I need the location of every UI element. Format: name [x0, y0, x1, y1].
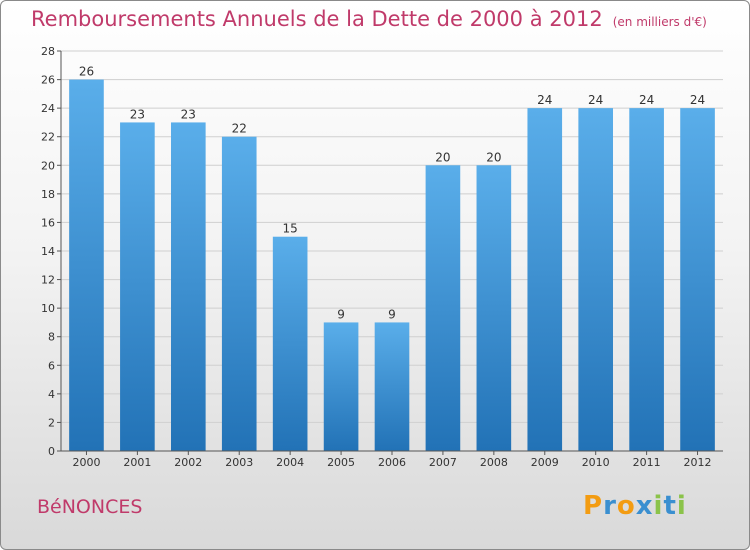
y-tick-label: 10	[41, 302, 55, 315]
x-tick-label: 2009	[531, 456, 559, 469]
y-tick-label: 0	[48, 445, 55, 458]
x-tick-label: 2010	[582, 456, 610, 469]
x-tick-label: 2006	[378, 456, 406, 469]
x-tick-label: 2002	[174, 456, 202, 469]
logo-letter: i	[653, 491, 664, 521]
data-label: 24	[690, 93, 705, 107]
x-tick-label: 2005	[327, 456, 355, 469]
data-label: 20	[435, 150, 450, 164]
bar	[527, 108, 563, 452]
bar	[425, 165, 461, 452]
bar	[680, 108, 715, 452]
bar	[221, 136, 257, 451]
x-tick-label: 2004	[276, 456, 304, 469]
bar	[272, 236, 308, 451]
y-tick-label: 28	[41, 45, 55, 58]
y-tick-label: 2	[48, 416, 55, 429]
bar	[476, 165, 512, 452]
data-label: 24	[588, 93, 603, 107]
y-tick-label: 20	[41, 159, 55, 172]
data-label: 20	[486, 150, 501, 164]
logo-letter: r	[603, 491, 617, 521]
bar	[120, 122, 155, 451]
y-tick-label: 18	[41, 188, 55, 201]
x-tick-label: 2007	[429, 456, 457, 469]
bar	[374, 322, 410, 451]
data-label: 24	[639, 93, 654, 107]
chart-title: Remboursements Annuels de la Dette de 20…	[31, 7, 707, 31]
logo-letter: P	[583, 491, 604, 521]
logo-letter: t	[663, 491, 677, 521]
logo-letter: x	[635, 491, 654, 521]
x-tick-label: 2008	[480, 456, 508, 469]
y-tick-label: 12	[41, 274, 55, 287]
data-label: 15	[283, 222, 298, 236]
x-tick-label: 2003	[225, 456, 253, 469]
bar	[170, 122, 206, 451]
y-tick-label: 8	[48, 331, 55, 344]
x-tick-label: 2011	[633, 456, 661, 469]
y-tick-label: 24	[41, 102, 55, 115]
x-tick-label: 2001	[123, 456, 151, 469]
commune-name: BéNONCES	[37, 496, 143, 518]
proxiti-logo[interactable]: Proxiti	[583, 491, 687, 521]
unit-label: (en milliers d'€)	[612, 15, 707, 29]
y-tick-label: 6	[48, 359, 55, 372]
bar	[323, 322, 359, 451]
data-label: 26	[79, 65, 94, 79]
bar	[629, 108, 664, 452]
data-label: 22	[232, 122, 247, 136]
y-tick-label: 14	[41, 245, 55, 258]
y-tick-label: 16	[41, 216, 55, 229]
logo-letter: i	[676, 491, 687, 521]
logo-letter: o	[616, 491, 636, 521]
data-label: 23	[130, 107, 145, 121]
data-label: 9	[337, 307, 345, 321]
y-tick-label: 4	[48, 388, 55, 401]
bar	[69, 79, 104, 452]
y-tick-label: 26	[41, 74, 55, 87]
x-tick-label: 2012	[684, 456, 712, 469]
data-label: 9	[388, 307, 396, 321]
bars: 26 23 23 22 15 9 9 20 20 24 24 24 24	[69, 65, 715, 452]
x-tick-label: 2000	[72, 456, 100, 469]
data-label: 24	[537, 93, 552, 107]
bar	[578, 108, 614, 452]
data-label: 23	[181, 107, 196, 121]
y-tick-label: 22	[41, 131, 55, 144]
